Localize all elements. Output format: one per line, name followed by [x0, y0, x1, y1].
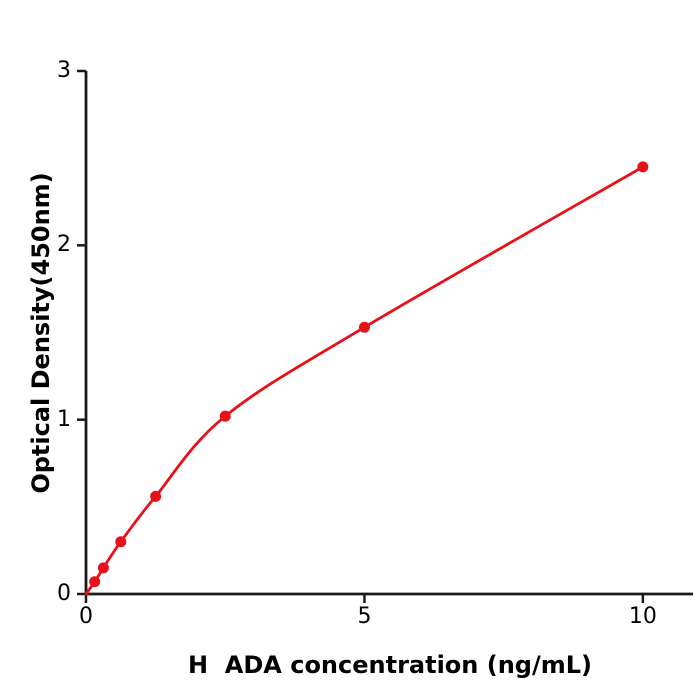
axes-layer [77, 69, 693, 603]
data-point-marker [219, 410, 231, 422]
data-point-marker [97, 562, 109, 574]
x-tick-label: 5 [357, 604, 372, 629]
x-tick-label: 0 [79, 604, 93, 629]
data-point-marker [637, 161, 649, 173]
data-series-layer [84, 161, 649, 596]
y-tick-label: 3 [57, 58, 71, 83]
data-point-marker [115, 536, 127, 548]
y-axis-title: Optical Density(450nm) [27, 172, 55, 494]
x-tick-label: 10 [628, 604, 657, 629]
data-point-marker [358, 321, 370, 333]
data-point-marker [150, 490, 162, 502]
y-tick-label: 0 [57, 581, 71, 606]
data-point-marker [89, 576, 101, 588]
y-tick-label: 2 [57, 232, 71, 258]
y-tick-label: 1 [57, 406, 71, 432]
fitted-curve-line [84, 165, 645, 596]
x-axis-title: H ADA concentration (ng/mL) [187, 651, 593, 679]
